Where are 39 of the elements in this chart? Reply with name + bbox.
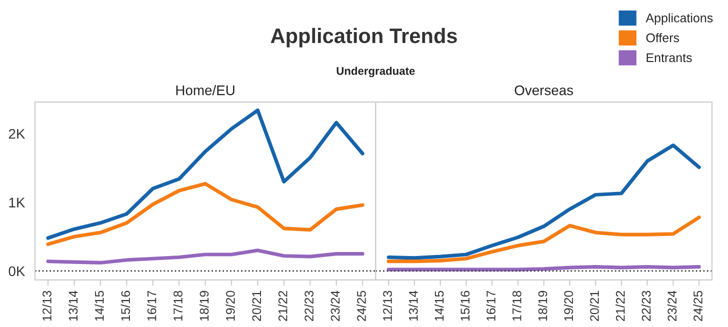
y-tick-label: 1K — [9, 198, 26, 208]
x-tick-label: 14/15 — [94, 290, 104, 321]
x-tick-label: 21/22 — [278, 290, 288, 321]
x-tick-label: 14/15 — [434, 290, 444, 321]
x-tick-label: 17/18 — [512, 290, 522, 321]
x-tick-label: 24/25 — [693, 290, 702, 321]
x-tick-label: 15/16 — [460, 290, 470, 321]
chart-title: Home/EU — [176, 85, 234, 96]
x-tick-label: 13/14 — [408, 290, 418, 321]
x-tick-label: 12/13 — [42, 290, 52, 321]
x-tick-label: 13/14 — [68, 290, 78, 321]
line-series — [46, 108, 364, 240]
x-tick-label: 19/20 — [226, 290, 235, 321]
legend-label: Applications — [646, 13, 713, 25]
line-series — [46, 182, 364, 246]
x-tick-label: 19/20 — [564, 290, 574, 321]
x-tick-label: 24/25 — [356, 290, 366, 321]
chart-title: Overseas — [514, 85, 574, 96]
x-tick-label: 22/23 — [304, 290, 314, 321]
text: Application Trends — [270, 28, 457, 48]
x-tick-label: 20/21 — [252, 290, 262, 321]
x-tick-label: 21/22 — [616, 290, 625, 321]
text: Undergraduate — [336, 66, 415, 78]
line-series — [46, 248, 364, 265]
legend-label: Offers — [646, 33, 680, 42]
x-tick-label: 23/24 — [667, 290, 677, 321]
y-tick-label: 2K — [8, 128, 26, 139]
x-tick-label: 12/13 — [382, 290, 392, 321]
x-tick-label: 16/17 — [486, 290, 496, 321]
x-tick-label: 16/17 — [147, 290, 156, 321]
x-tick-label: 18/19 — [199, 290, 209, 321]
x-tick-label: 18/19 — [538, 290, 548, 321]
x-tick-label: 15/16 — [120, 290, 130, 321]
x-tick-label: 22/23 — [641, 290, 651, 321]
legend-label: Entrants — [646, 53, 692, 62]
y-tick-label: 0K — [8, 266, 26, 276]
x-tick-label: 23/24 — [330, 290, 340, 321]
x-tick-label: 17/18 — [173, 290, 182, 321]
x-tick-label: 20/21 — [590, 290, 599, 321]
